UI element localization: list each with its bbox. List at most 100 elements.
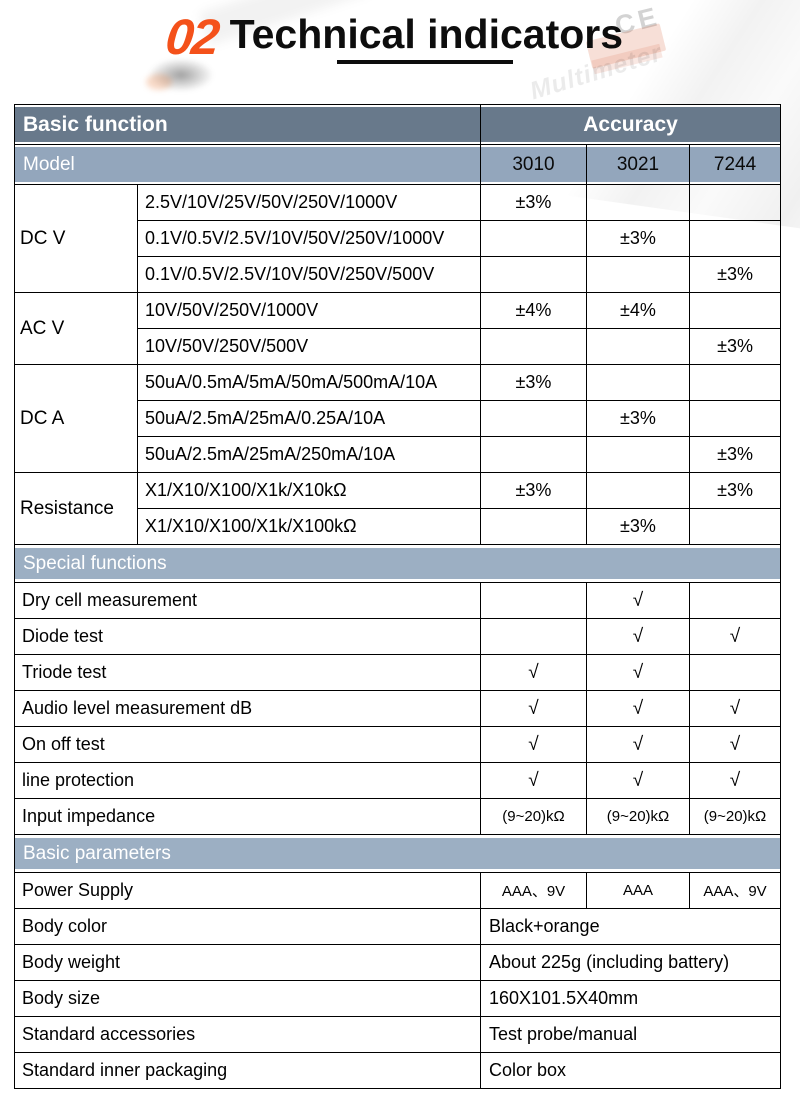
- accuracy-3010: ±3%: [480, 364, 587, 401]
- accuracy-3021: [586, 436, 690, 473]
- model-3021: 3021: [586, 144, 690, 185]
- model-3010: 3010: [480, 144, 587, 185]
- table-row: Body color Black+orange: [14, 908, 782, 945]
- accuracy-7244: ±3%: [688, 256, 782, 293]
- table-row: Resistance X1/X10/X100/X1k/X10kΩ ±3% ±3%: [14, 472, 782, 545]
- function-label: Triode test: [14, 654, 481, 691]
- model-7244: 7244: [688, 144, 782, 185]
- spec-table: Basic function Accuracy Model 3010 3021 …: [13, 104, 782, 1089]
- accuracy-7244: ±3%: [688, 436, 782, 473]
- function-label: line protection: [14, 762, 481, 799]
- function-label: Audio level measurement dB: [14, 690, 481, 727]
- accuracy-3021: ±3%: [586, 220, 690, 257]
- check-3010: √: [480, 762, 587, 799]
- accuracy-7244: [688, 220, 782, 257]
- function-label: On off test: [14, 726, 481, 763]
- page-title: Technical indicators: [229, 11, 624, 57]
- function-label: Diode test: [14, 618, 481, 655]
- range-cell: X1/X10/X100/X1k/X10kΩ: [137, 472, 481, 509]
- table-row: Standard accessories Test probe/manual: [14, 1016, 782, 1053]
- range-cell: X1/X10/X100/X1k/X100kΩ: [137, 508, 481, 545]
- accuracy-7244: ±3%: [688, 328, 782, 365]
- check-3021: √: [586, 582, 690, 619]
- range-cell: 10V/50V/250V/500V: [137, 328, 481, 365]
- param-value: Color box: [479, 1052, 782, 1089]
- param-value: Test probe/manual: [479, 1016, 782, 1053]
- accuracy-3021: [586, 184, 690, 221]
- table-row: 50uA/2.5mA/25mA/250mA/10A ±3%: [15, 436, 782, 473]
- accuracy-7244: [688, 292, 782, 329]
- param-value: Black+orange: [479, 908, 782, 945]
- accuracy-3010: ±3%: [480, 472, 587, 509]
- table-row: Body size 160X101.5X40mm: [14, 980, 782, 1017]
- section-band-label: Basic parameters: [13, 834, 782, 873]
- param-label: Body color: [14, 908, 481, 945]
- check-7244: [688, 654, 782, 691]
- param-label: Body size: [14, 980, 481, 1017]
- accuracy-3010: [480, 400, 587, 437]
- check-7244: √: [688, 690, 782, 727]
- table-row: 50uA/2.5mA/25mA/0.25A/10A ±3%: [15, 400, 782, 437]
- param-label: Power Supply: [14, 872, 481, 909]
- power-3010: AAA、9V: [480, 872, 587, 909]
- check-3010: √: [480, 654, 587, 691]
- accuracy-7244: ±3%: [688, 472, 782, 509]
- function-label: Input impedance: [14, 798, 481, 835]
- model-row: Model 3010 3021 7244: [14, 144, 782, 185]
- function-label: Dry cell measurement: [14, 582, 481, 619]
- table-row: DC V 2.5V/10V/25V/50V/250V/1000V ±3%: [14, 184, 782, 293]
- table-row: Body weight About 225g (including batter…: [14, 944, 782, 981]
- group-label-dca: DC A: [14, 364, 138, 473]
- param-label: Body weight: [14, 944, 481, 981]
- accuracy-3010: [480, 328, 587, 365]
- group-label-resistance: Resistance: [14, 472, 138, 545]
- range-cell: 2.5V/10V/25V/50V/250V/1000V: [137, 184, 481, 221]
- check-3010: √: [480, 726, 587, 763]
- accuracy-7244: [688, 364, 782, 401]
- accuracy-3010: ±4%: [480, 292, 587, 329]
- accuracy-3010: [480, 256, 587, 293]
- impedance-3021: (9~20)kΩ: [586, 798, 690, 835]
- power-7244: AAA、9V: [688, 872, 782, 909]
- check-7244: √: [688, 762, 782, 799]
- table-row: Input impedance (9~20)kΩ (9~20)kΩ (9~20)…: [14, 798, 782, 835]
- header-basic-function: Basic function: [14, 104, 481, 145]
- section-band-basic: Basic parameters: [13, 834, 782, 873]
- accuracy-3021: [586, 472, 690, 509]
- header-accuracy: Accuracy: [479, 104, 782, 145]
- range-cell: 50uA/0.5mA/5mA/50mA/500mA/10A: [137, 364, 481, 401]
- table-row: Diode test √ √: [14, 618, 782, 655]
- table-row: X1/X10/X100/X1k/X100kΩ ±3%: [15, 508, 782, 545]
- page-header: 02 Technical indicators: [163, 9, 624, 65]
- param-value: 160X101.5X40mm: [479, 980, 782, 1017]
- table-row: Dry cell measurement √: [14, 582, 782, 619]
- accuracy-3021: [586, 256, 690, 293]
- table-row: 0.1V/0.5V/2.5V/10V/50V/250V/1000V ±3%: [15, 220, 782, 257]
- impedance-7244: (9~20)kΩ: [688, 798, 782, 835]
- group-label-acv: AC V: [14, 292, 138, 365]
- group-label-dcv: DC V: [14, 184, 138, 293]
- table-row: Power Supply AAA、9V AAA AAA、9V: [14, 872, 782, 909]
- table-row: line protection √ √ √: [14, 762, 782, 799]
- check-3021: √: [586, 690, 690, 727]
- title-underline: [337, 60, 513, 64]
- param-label: Standard accessories: [14, 1016, 481, 1053]
- photo-blob-orange: [146, 74, 172, 90]
- table-row: AC V 10V/50V/250V/1000V ±4% ±4%: [14, 292, 782, 365]
- accuracy-3010: ±3%: [480, 184, 587, 221]
- check-3010: [480, 618, 587, 655]
- accuracy-3021: ±3%: [586, 508, 690, 545]
- table-row: On off test √ √ √: [14, 726, 782, 763]
- check-3021: √: [586, 762, 690, 799]
- range-cell: 50uA/2.5mA/25mA/250mA/10A: [137, 436, 481, 473]
- param-label: Standard inner packaging: [14, 1052, 481, 1089]
- impedance-3010: (9~20)kΩ: [480, 798, 587, 835]
- power-3021: AAA: [586, 872, 690, 909]
- accuracy-3010: [480, 508, 587, 545]
- accuracy-3021: [586, 364, 690, 401]
- table-row: DC A 50uA/0.5mA/5mA/50mA/500mA/10A ±3%: [14, 364, 782, 473]
- section-band-label: Special functions: [13, 544, 782, 583]
- accuracy-3010: [480, 220, 587, 257]
- section-band-special: Special functions: [13, 544, 782, 583]
- check-3021: √: [586, 618, 690, 655]
